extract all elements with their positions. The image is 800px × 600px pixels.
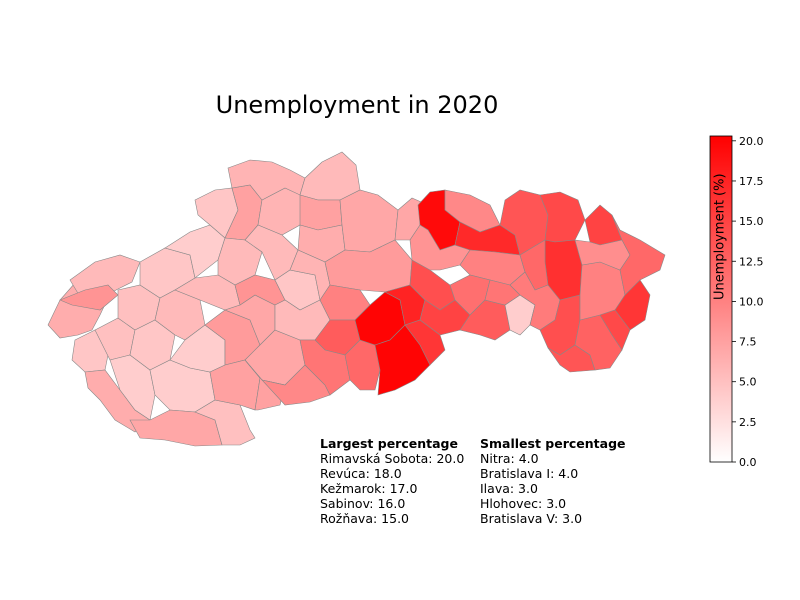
district-layer: [47, 151, 666, 447]
largest-item: Revúca: 18.0: [320, 466, 402, 481]
colorbar-tick-label: 17.5: [739, 175, 764, 188]
district-region: [299, 151, 361, 201]
colorbar-tick-label: 20.0: [739, 135, 764, 148]
district-region: [404, 319, 446, 366]
largest-item: Kežmarok: 17.0: [320, 481, 418, 496]
colorbar-tick-label: 0.0: [739, 456, 757, 469]
smallest-item: Bratislava V: 3.0: [480, 511, 583, 526]
smallest-item: Bratislava I: 4.0: [480, 466, 579, 481]
colorbar-tick-label: 12.5: [739, 255, 764, 268]
extremes-legend: Largest percentage Rimavská Sobota: 20.0…: [320, 436, 660, 536]
smallest-item: Nitra: 4.0: [480, 451, 539, 466]
colorbar-tick-label: 7.5: [739, 336, 757, 349]
largest-item: Rimavská Sobota: 20.0: [320, 451, 465, 466]
largest-heading: Largest percentage: [320, 436, 458, 451]
colorbar-ticks: 0.0 2.5 5.0 7.5 10.0 12.5 15.0 17.5 20.0: [732, 135, 764, 469]
colorbar: 0.0 2.5 5.0 7.5 10.0 12.5 15.0 17.5 20.0: [709, 135, 764, 469]
colorbar-gradient: [709, 135, 733, 463]
largest-column: Largest percentage Rimavská Sobota: 20.0…: [320, 436, 464, 526]
largest-item: Sabinov: 16.0: [320, 496, 406, 511]
district-region: [599, 309, 631, 351]
colorbar-tick-label: 5.0: [739, 376, 757, 389]
colorbar-tick-label: 15.0: [739, 215, 764, 228]
colorbar-label: Unemployment (%): [712, 173, 728, 300]
smallest-column: Smallest percentage Nitra: 4.0 Bratislav…: [480, 436, 626, 526]
district-region: [409, 224, 471, 271]
largest-item: Rožňava: 15.0: [320, 511, 409, 526]
district-region: [374, 324, 431, 396]
smallest-heading: Smallest percentage: [480, 436, 626, 451]
colorbar-tick-label: 10.0: [739, 295, 764, 308]
smallest-item: Hlohovec: 3.0: [480, 496, 567, 511]
map-title: Unemployment in 2020: [215, 91, 499, 119]
colorbar-tick-label: 2.5: [739, 416, 757, 429]
district-region: [299, 194, 343, 231]
smallest-item: Ilava: 3.0: [480, 481, 538, 496]
